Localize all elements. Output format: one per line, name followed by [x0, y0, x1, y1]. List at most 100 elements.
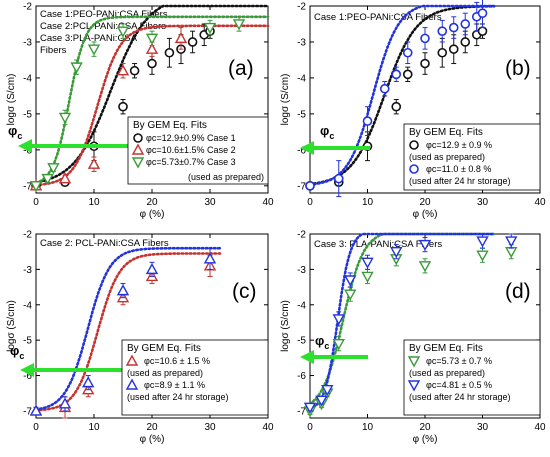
- data-point: [145, 33, 159, 45]
- data-point: [477, 8, 488, 18]
- data-point: [70, 62, 83, 74]
- data-point: [332, 338, 345, 351]
- x-tick-label: 40: [262, 197, 274, 208]
- data-point: [437, 47, 448, 58]
- data-point: [203, 252, 217, 264]
- data-point: [41, 173, 54, 186]
- data-point: [147, 58, 157, 69]
- data-point: [29, 181, 43, 193]
- phi-symbol: φ: [320, 123, 329, 138]
- x-tick-label: 40: [534, 422, 546, 433]
- x-axis-label: φ (%): [140, 209, 165, 220]
- phi-subscript: c: [17, 131, 22, 141]
- legend-header: By GEM Eq. Fits: [409, 127, 483, 138]
- y-tick-label: -2: [23, 230, 32, 241]
- data-point: [232, 19, 246, 31]
- panel-c: 0 10 20 30 40 -7 -6 -5 -4 -3 -2 φ (%) logσ (S/cm) Cas…: [6, 230, 274, 446]
- legend-item: φc=11.0 ± 0.8 %: [426, 164, 491, 174]
- data-point: [460, 37, 471, 47]
- x-tick-label: 40: [534, 197, 546, 208]
- data-point: [379, 83, 390, 94]
- x-tick-label: 0: [33, 197, 39, 208]
- x-axis-label: φ (%): [140, 434, 165, 445]
- legend-item: φc=12.9±0.9% Case 1: [146, 133, 236, 143]
- legend: By GEM Eq. Fits φc=12.9 ± 0.9 % (used as p…: [403, 123, 541, 191]
- data-point: [437, 26, 448, 36]
- phi-c-label: φc: [8, 123, 22, 141]
- series-1: [305, 0, 488, 198]
- data-point: [125, 378, 139, 390]
- x-tick-label: 10: [88, 197, 100, 208]
- data-point: [187, 37, 198, 47]
- data-point: [344, 275, 357, 287]
- data-point: [47, 163, 60, 175]
- y-tick-label: -4: [297, 300, 306, 311]
- panel-title: Fibers: [40, 45, 67, 56]
- data-point: [333, 173, 344, 184]
- arrow-head: [300, 141, 314, 155]
- legend-item: φc=10.6 ± 1.5 %: [144, 356, 210, 366]
- y-axis-label: logσ (S/cm): [280, 300, 291, 352]
- data-point: [58, 112, 72, 124]
- panel-title: Case 2:PCL-PANi:CSA Fibers: [40, 21, 166, 32]
- x-tick-label: 10: [362, 197, 374, 208]
- x-axis-label: φ (%): [413, 434, 438, 445]
- data-point: [409, 164, 419, 174]
- legend-item: (used as prepared): [409, 368, 485, 378]
- data-point: [116, 284, 130, 296]
- legend: By GEM Eq. Fits φc=10.6 ± 1.5 % (used as p…: [121, 339, 269, 416]
- panel-title: Case 1:PEO-PANi:CSA Fibers: [314, 12, 442, 23]
- data-point: [460, 19, 471, 29]
- legend-item: φc=4.81 ± 0.5 %: [426, 380, 492, 390]
- data-point: [407, 380, 421, 392]
- legend-header: By GEM Eq. Fits: [133, 120, 207, 131]
- data-point: [118, 101, 128, 112]
- data-point: [402, 47, 413, 58]
- y-tick-label: -4: [297, 73, 306, 84]
- y-tick-label: -5: [297, 336, 306, 347]
- data-point: [448, 22, 459, 33]
- legend-item: (used as prepared): [127, 368, 203, 378]
- panel-letter: (a): [228, 57, 254, 80]
- legend-box: [403, 123, 541, 191]
- legend-box: [127, 116, 269, 185]
- x-tick-label: 40: [262, 422, 274, 433]
- data-point: [402, 69, 413, 80]
- y-tick-label: -6: [23, 371, 32, 382]
- data-point: [133, 133, 143, 143]
- data-point: [361, 271, 374, 283]
- data-point: [125, 354, 139, 366]
- data-point: [129, 65, 140, 76]
- arrow-head: [20, 363, 34, 377]
- y-tick-label: -4: [23, 73, 32, 84]
- data-point: [448, 44, 459, 54]
- y-tick-label: -2: [23, 2, 32, 13]
- data-point: [87, 157, 101, 169]
- legend-item: φc=12.9 ± 0.9 %: [426, 140, 492, 150]
- data-point: [29, 404, 43, 416]
- data-point: [420, 58, 430, 69]
- data-point: [418, 239, 432, 252]
- phi-c-label: φc: [10, 343, 24, 361]
- legend-item: (used after 24 hr storage): [127, 392, 229, 402]
- data-point: [58, 397, 72, 409]
- data-point: [361, 257, 374, 269]
- panel-letter: (d): [505, 280, 531, 303]
- fit-curve: [34, 4, 270, 184]
- fit-curve: [34, 24, 270, 187]
- x-tick-label: 20: [146, 422, 158, 433]
- x-axis-label: φ (%): [413, 209, 438, 220]
- x-tick-label: 0: [307, 197, 313, 208]
- data-point: [332, 314, 345, 326]
- phi-symbol: φ: [10, 343, 19, 358]
- data-point: [203, 22, 217, 35]
- data-point: [131, 157, 145, 169]
- y-tick-label: -3: [297, 37, 306, 48]
- legend-item: (used as prepared): [409, 152, 485, 162]
- y-tick-label: -3: [23, 37, 32, 48]
- y-axis-label: logσ (S/cm): [280, 74, 291, 126]
- panel-d: 0 10 20 30 40 -7 -6 -5 -4 -3 -2 φ (%) logσ (S/cm) Cas…: [280, 230, 546, 446]
- phi-c-label: φc: [320, 123, 334, 141]
- legend-item: φc=5.73±0.7% Case 3: [146, 157, 236, 167]
- data-point: [420, 33, 430, 44]
